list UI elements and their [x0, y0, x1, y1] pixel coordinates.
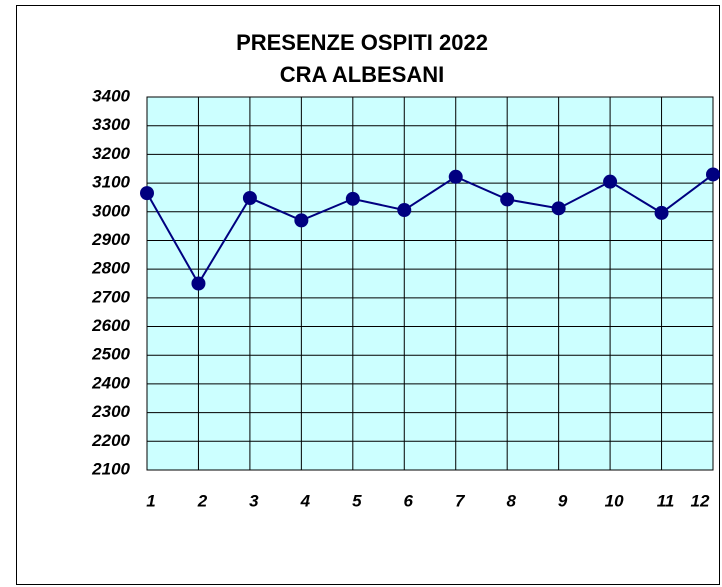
data-point [191, 276, 206, 291]
y-tick-label: 2600 [91, 316, 130, 335]
data-point [551, 201, 566, 216]
chart-subtitle: CRA ALBESANI [280, 62, 445, 87]
x-tick-label: 7 [455, 491, 466, 510]
y-tick-label: 2400 [91, 373, 130, 392]
data-point [603, 174, 618, 189]
data-point [706, 167, 720, 182]
data-point [654, 205, 669, 220]
x-tick-label: 6 [404, 491, 414, 510]
x-tick-label: 2 [197, 491, 208, 510]
x-tick-label: 4 [300, 491, 311, 510]
x-tick-label: 9 [558, 491, 568, 510]
x-tick-label: 1 [146, 491, 155, 510]
y-tick-label: 3300 [92, 115, 130, 134]
x-tick-label: 12 [691, 491, 710, 510]
data-point [294, 213, 309, 228]
y-tick-label: 2800 [91, 259, 130, 278]
y-tick-label: 3400 [92, 86, 130, 105]
data-point [500, 192, 515, 207]
data-point [242, 190, 257, 205]
data-point [345, 191, 360, 206]
x-tick-label: 8 [506, 491, 516, 510]
data-point [140, 186, 154, 201]
chart-title: PRESENZE OSPITI 2022 [236, 30, 488, 55]
y-tick-label: 2200 [91, 431, 130, 450]
x-tick-label: 11 [657, 491, 675, 510]
plot-area [146, 96, 714, 471]
x-tick-label: 10 [605, 491, 624, 510]
y-tick-label: 3200 [92, 144, 130, 163]
y-tick-label: 2500 [91, 345, 130, 364]
data-line [146, 173, 714, 286]
y-tick-label: 2100 [91, 459, 130, 478]
y-tick-label: 3100 [92, 173, 130, 192]
x-tick-label: 5 [352, 491, 362, 510]
y-tick-label: 2900 [91, 230, 130, 249]
y-tick-label: 3000 [92, 201, 130, 220]
data-point [397, 203, 412, 218]
x-tick-label: 3 [249, 491, 259, 510]
y-tick-label: 2300 [91, 402, 130, 421]
y-tick-label: 2700 [91, 287, 130, 306]
data-point [448, 169, 463, 184]
